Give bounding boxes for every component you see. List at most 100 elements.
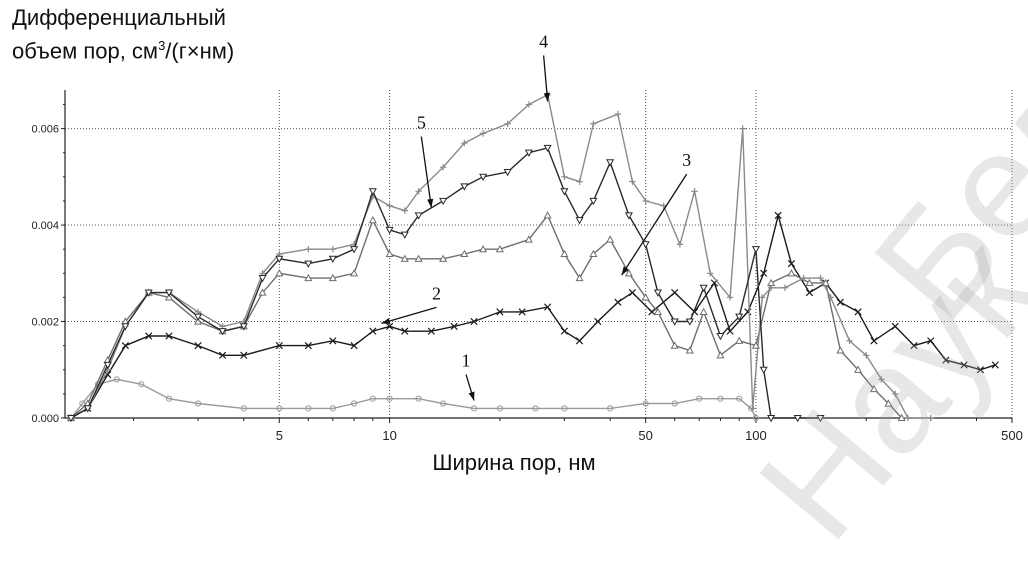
annotation-arrowhead-2 bbox=[381, 318, 391, 324]
data-point-2 bbox=[165, 332, 173, 340]
x-tick-label: 5 bbox=[276, 428, 283, 443]
data-point-5 bbox=[350, 246, 359, 254]
data-point-3 bbox=[787, 269, 796, 277]
data-point-2 bbox=[891, 322, 899, 330]
data-point-3 bbox=[560, 249, 569, 258]
data-point-2 bbox=[671, 288, 679, 297]
data-point-2 bbox=[942, 356, 950, 364]
data-point-4 bbox=[561, 173, 568, 181]
data-point-5 bbox=[716, 332, 725, 341]
data-point-4 bbox=[781, 284, 789, 291]
data-point-2 bbox=[543, 303, 552, 311]
data-point-5 bbox=[218, 328, 227, 336]
data-point-4 bbox=[642, 197, 649, 205]
y-tick-label: 0.006 bbox=[31, 124, 59, 136]
data-point-5 bbox=[121, 323, 130, 331]
data-point-2 bbox=[496, 308, 504, 316]
annotation-arrowhead-5 bbox=[427, 198, 434, 208]
x-tick-label: 500 bbox=[1001, 428, 1023, 443]
data-point-2 bbox=[145, 332, 153, 340]
annotation-arrowhead-1 bbox=[468, 391, 475, 401]
data-point-5 bbox=[328, 255, 337, 264]
data-point-2 bbox=[218, 351, 227, 359]
data-point-3 bbox=[495, 244, 504, 253]
data-point-4 bbox=[739, 125, 746, 132]
data-point-5 bbox=[685, 318, 694, 326]
data-point-1 bbox=[276, 405, 283, 412]
data-point-1 bbox=[138, 381, 145, 388]
data-point-3 bbox=[164, 293, 174, 301]
data-point-1 bbox=[113, 376, 120, 383]
data-point-2 bbox=[774, 211, 782, 220]
data-point-5 bbox=[144, 289, 153, 297]
data-point-5 bbox=[103, 361, 112, 370]
data-point-5 bbox=[699, 284, 708, 292]
data-point-1 bbox=[240, 405, 247, 412]
chart-plot: 0.000 0.002 0.004 0.006 5 10 50 100 500 1 2 3 4 5 bbox=[31, 31, 1023, 443]
y-axis-title-line1: Дифференциальный bbox=[12, 5, 226, 30]
data-point-3 bbox=[735, 336, 744, 344]
data-point-4 bbox=[758, 294, 766, 301]
data-point-2 bbox=[240, 351, 248, 359]
data-point-2 bbox=[518, 308, 526, 316]
data-point-3 bbox=[350, 269, 359, 277]
data-point-3 bbox=[641, 293, 650, 301]
data-point-3 bbox=[258, 288, 267, 296]
data-point-1 bbox=[496, 405, 503, 412]
data-point-4 bbox=[846, 337, 853, 345]
data-point-1 bbox=[386, 395, 393, 402]
data-point-5 bbox=[239, 323, 248, 331]
annotation-arrowhead-3 bbox=[621, 266, 629, 276]
data-point-1 bbox=[369, 395, 376, 402]
annotation-arrowhead-4 bbox=[543, 92, 550, 102]
data-point-4 bbox=[800, 274, 807, 282]
data-point-5 bbox=[164, 289, 174, 297]
annotation-label-5: 5 bbox=[417, 113, 426, 133]
data-point-4 bbox=[386, 202, 393, 209]
data-point-5 bbox=[751, 246, 760, 254]
data-point-5 bbox=[735, 313, 744, 321]
data-point-4 bbox=[576, 178, 583, 185]
data-point-3 bbox=[854, 365, 863, 373]
data-point-4 bbox=[863, 352, 870, 359]
data-point-3 bbox=[575, 273, 584, 282]
data-point-4 bbox=[676, 241, 684, 248]
data-point-5 bbox=[641, 241, 650, 249]
annotation-arrow-2 bbox=[381, 306, 437, 324]
data-point-3 bbox=[653, 307, 662, 315]
data-point-5 bbox=[304, 260, 313, 268]
data-point-4 bbox=[817, 274, 824, 282]
data-point-2 bbox=[560, 327, 569, 335]
data-point-3 bbox=[368, 216, 377, 224]
data-point-3 bbox=[606, 235, 615, 243]
annotation-label-3: 3 bbox=[682, 150, 691, 170]
data-point-2 bbox=[304, 342, 312, 350]
data-point-5 bbox=[414, 212, 423, 220]
data-point-5 bbox=[624, 212, 633, 220]
data-point-1 bbox=[79, 400, 86, 407]
data-point-1 bbox=[671, 400, 678, 407]
data-point-3 bbox=[524, 235, 533, 243]
data-point-1 bbox=[470, 405, 478, 412]
data-point-1 bbox=[350, 400, 358, 407]
data-point-3 bbox=[385, 249, 394, 258]
data-point-2 bbox=[960, 361, 968, 369]
annotation-label-1: 1 bbox=[462, 351, 471, 371]
data-point-4 bbox=[706, 270, 714, 277]
data-point-5 bbox=[793, 414, 802, 423]
data-point-2 bbox=[614, 298, 622, 306]
data-point-5 bbox=[543, 144, 552, 153]
data-point-2 bbox=[369, 327, 377, 335]
data-point-2 bbox=[575, 337, 584, 345]
data-point-3 bbox=[275, 269, 284, 277]
x-tick-label: 10 bbox=[382, 428, 396, 443]
data-point-5 bbox=[503, 168, 512, 177]
data-point-5 bbox=[524, 149, 533, 157]
annotation-arrow-3 bbox=[621, 173, 688, 276]
data-point-1 bbox=[194, 400, 202, 407]
data-point-1 bbox=[532, 405, 539, 412]
data-point-4 bbox=[749, 405, 756, 412]
data-point-2 bbox=[910, 342, 918, 350]
data-point-3 bbox=[805, 278, 814, 287]
annotation-label-4: 4 bbox=[539, 31, 548, 51]
